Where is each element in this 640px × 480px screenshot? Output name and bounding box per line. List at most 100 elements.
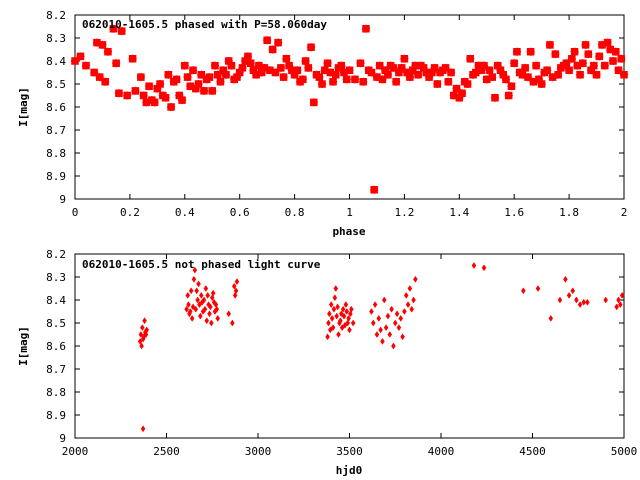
data-point: [226, 310, 232, 318]
x-tick-label: 3500: [336, 445, 363, 458]
data-point: [537, 80, 546, 88]
data-point: [392, 77, 401, 86]
y-tick-label: 9: [59, 193, 66, 206]
data-point: [325, 333, 330, 341]
data-point: [279, 73, 288, 82]
data-point: [343, 301, 349, 309]
data-point: [617, 54, 626, 63]
data-point: [611, 47, 620, 56]
data-point: [345, 66, 354, 75]
data-point: [161, 93, 170, 102]
x-tick-label: 0.8: [285, 206, 305, 219]
data-point: [185, 291, 191, 299]
data-point: [548, 314, 554, 322]
y-tick-label: 8.6: [46, 340, 66, 353]
chart-title: 062010-1605.5 not phased light curve: [82, 258, 321, 271]
data-point: [504, 91, 513, 100]
data-point: [192, 266, 198, 274]
data-point: [304, 63, 313, 72]
data-point: [282, 54, 291, 63]
data-point: [374, 331, 380, 338]
data-point: [381, 296, 387, 304]
y-tick-label: 8.5: [46, 78, 66, 91]
data-point: [315, 73, 324, 82]
data-point: [387, 331, 393, 338]
data-point: [463, 80, 472, 88]
data-point: [383, 70, 392, 79]
data-point: [501, 75, 510, 84]
data-series: [71, 24, 628, 194]
data-point: [140, 324, 145, 332]
data-point: [144, 326, 150, 334]
data-point: [370, 319, 376, 327]
data-point: [405, 73, 414, 82]
data-point: [349, 305, 354, 313]
y-tick-label: 8.9: [46, 170, 66, 183]
y-tick-label: 8.3: [46, 271, 66, 284]
data-point: [198, 291, 204, 299]
data-point: [584, 50, 593, 59]
y-axis: 8.2 8.3 8.4 8.5 8.6 8.7 8.8 8.9 9: [46, 248, 624, 445]
data-point: [233, 287, 239, 295]
data-point: [444, 77, 453, 86]
data-point: [400, 54, 409, 63]
x-tick-label: 2: [621, 206, 628, 219]
data-point: [600, 61, 609, 70]
data-point: [574, 296, 579, 304]
data-point: [145, 82, 154, 91]
data-point: [301, 57, 310, 65]
data-point: [380, 337, 385, 345]
data-point: [414, 70, 423, 79]
data-point: [385, 312, 391, 320]
data-point: [198, 312, 203, 320]
data-point: [521, 63, 530, 72]
data-point: [609, 57, 618, 65]
data-point: [342, 75, 351, 84]
data-point: [359, 77, 368, 86]
data-point: [392, 319, 398, 327]
data-point: [193, 305, 199, 313]
data-point: [576, 70, 585, 79]
data-point: [490, 93, 499, 102]
data-point: [347, 326, 352, 334]
data-point: [566, 291, 572, 299]
plot-frame: [74, 14, 625, 200]
data-point: [329, 314, 335, 322]
data-point: [246, 59, 255, 68]
data-point: [405, 301, 411, 309]
data-point: [592, 70, 601, 79]
data-point: [570, 47, 579, 56]
data-point: [76, 52, 85, 61]
data-point: [230, 319, 235, 327]
x-tick-label: 4000: [428, 445, 455, 458]
x-tick-label: 1.4: [449, 206, 469, 219]
data-point: [618, 301, 623, 309]
data-point: [333, 285, 339, 292]
data-point: [298, 75, 307, 84]
data-point: [205, 291, 210, 299]
data-point: [186, 301, 191, 309]
data-point: [535, 285, 541, 292]
data-point: [578, 59, 587, 68]
data-point: [543, 66, 552, 75]
data-point: [570, 287, 576, 295]
data-point: [340, 305, 346, 313]
data-point: [614, 303, 619, 311]
data-point: [214, 305, 220, 313]
data-point: [323, 59, 332, 68]
data-point: [413, 275, 418, 283]
data-point: [98, 40, 107, 49]
data-point: [551, 50, 560, 59]
x-tick-label: 4500: [519, 445, 546, 458]
data-point: [545, 40, 554, 49]
phased-light-curve-plot: 0 0.2 0.4 0.6 0.8 1 1.2 1.4 1.6 1.8 2 8.2 8.3 8.4 8.5…: [17, 9, 628, 238]
data-point: [263, 36, 272, 45]
x-tick-label: 0.6: [230, 206, 250, 219]
x-axis: 0 0.2 0.4 0.6 0.8 1 1.2 1.4 1.6 1.8 2: [72, 15, 628, 219]
data-point: [210, 61, 219, 70]
y-tick-label: 8.8: [46, 147, 66, 160]
data-point: [138, 331, 144, 338]
x-tick-label: 1: [346, 206, 353, 219]
data-point: [202, 305, 208, 313]
data-point: [103, 47, 112, 56]
